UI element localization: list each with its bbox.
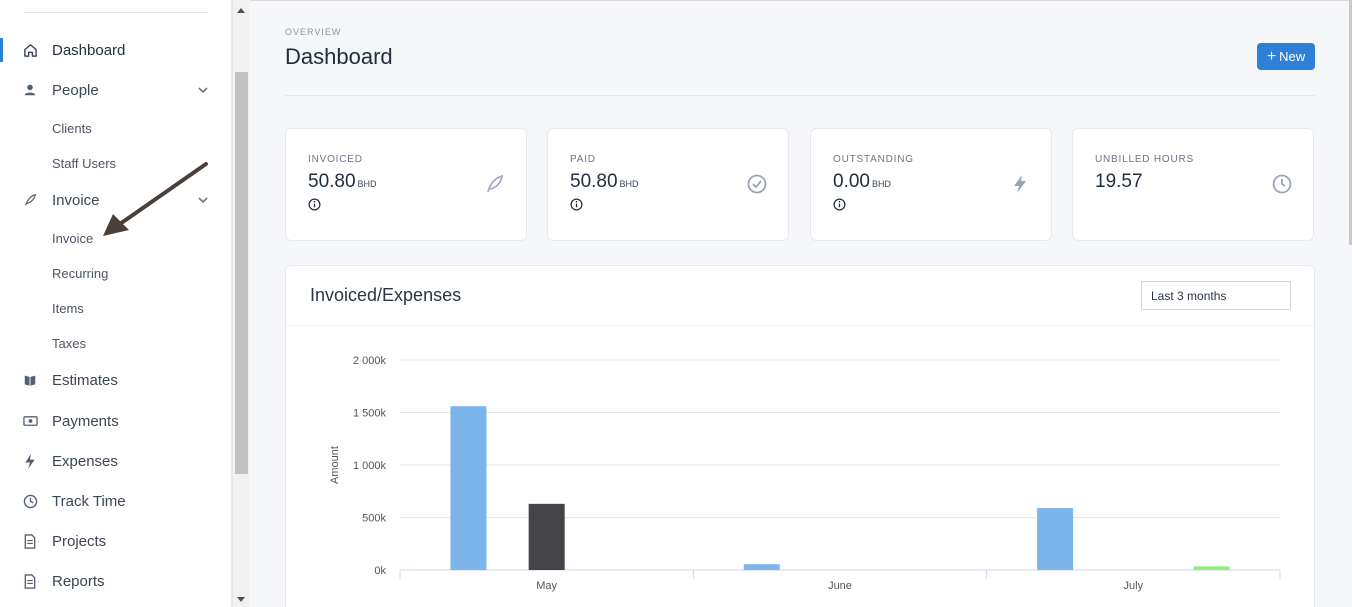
x-tick-label: July	[1124, 580, 1144, 592]
sidebar-item-track-time[interactable]: Track Time	[0, 485, 232, 517]
stat-amount: 50.80	[308, 171, 356, 192]
main-content: OVERVIEW Dashboard + New INVOICED 50.80 B…	[250, 0, 1352, 607]
sidebar-item-dashboard[interactable]: Dashboard	[0, 34, 232, 66]
y-tick-label: 0k	[374, 565, 386, 577]
sidebar-item-expenses[interactable]: Expenses	[0, 445, 232, 477]
sidebar-item-label: Estimates	[52, 371, 118, 389]
header-divider	[285, 95, 1315, 96]
chart-divider	[286, 325, 1314, 326]
period-select[interactable]: Last 3 months	[1141, 281, 1291, 310]
stat-card-invoiced[interactable]: INVOICED 50.80 BHD	[285, 128, 527, 241]
stat-amount: 0.00	[833, 171, 870, 192]
sidebar-item-label: Invoice	[52, 191, 100, 209]
x-tick-label: May	[536, 580, 557, 592]
sidebar: Dashboard People Clients Staff Users Inv…	[0, 0, 232, 607]
y-tick-label: 1 000k	[353, 460, 387, 472]
sidebar-subitem-clients[interactable]: Clients	[52, 121, 92, 136]
invoiced-expenses-panel: Invoiced/Expenses Last 3 months 0k 500k 1 …	[285, 265, 1315, 607]
bolt-icon	[1014, 175, 1026, 193]
stat-value: 0.00 BHD	[833, 171, 891, 193]
scroll-up-arrow-icon[interactable]	[237, 8, 245, 13]
info-icon[interactable]	[308, 198, 321, 211]
chart-bar	[1037, 508, 1074, 570]
sidebar-item-label: Reports	[52, 572, 105, 590]
new-button-label: New	[1279, 49, 1306, 64]
chart-bar	[743, 564, 780, 570]
sidebar-item-reports[interactable]: Reports	[0, 565, 232, 597]
sidebar-subitem-invoice[interactable]: Invoice	[52, 231, 94, 246]
x-tick-label: June	[828, 580, 852, 592]
sidebar-subitem-staff-users[interactable]: Staff Users	[52, 156, 117, 171]
plus-icon: +	[1266, 47, 1277, 65]
top-border	[250, 0, 1352, 1]
sidebar-divider	[24, 12, 208, 13]
money-icon	[22, 413, 38, 429]
chart-title: Invoiced/Expenses	[310, 285, 462, 305]
stat-card-paid[interactable]: PAID 50.80 BHD	[547, 128, 789, 241]
page-overline: OVERVIEW	[285, 27, 342, 37]
chevron-down-icon[interactable]	[196, 193, 210, 207]
info-icon[interactable]	[833, 198, 846, 211]
book-icon	[22, 372, 38, 388]
stat-card-outstanding[interactable]: OUTSTANDING 0.00 BHD	[810, 128, 1052, 241]
chart-bar	[450, 406, 487, 570]
bolt-icon	[22, 453, 38, 469]
sidebar-item-payments[interactable]: Payments	[0, 405, 232, 437]
y-tick-label: 2 000k	[353, 355, 387, 367]
info-icon[interactable]	[570, 198, 583, 211]
chart-bar	[528, 503, 565, 570]
stat-value: 50.80 BHD	[570, 171, 639, 193]
stat-label: UNBILLED HOURS	[1095, 154, 1194, 165]
sidebar-subitem-taxes[interactable]: Taxes	[52, 336, 86, 351]
sidebar-scrollbar[interactable]	[232, 0, 249, 607]
stat-label: INVOICED	[308, 154, 363, 165]
y-tick-label: 500k	[362, 513, 386, 525]
sidebar-item-label: Payments	[52, 412, 119, 430]
stat-amount: 19.57	[1095, 171, 1143, 192]
stat-label: OUTSTANDING	[833, 154, 914, 165]
y-axis-label: Amount	[329, 446, 341, 484]
sidebar-item-label: People	[52, 81, 99, 99]
stat-value: 50.80 BHD	[308, 171, 377, 193]
bar-chart: 0k 500k 1 000k 1 500k 2 000k Amount May June Jul…	[329, 355, 1281, 592]
stat-amount: 50.80	[570, 171, 618, 192]
scroll-down-arrow-icon[interactable]	[237, 597, 245, 602]
sidebar-item-label: Expenses	[52, 452, 118, 470]
sidebar-item-label: Projects	[52, 532, 107, 550]
page-title: Dashboard	[285, 44, 393, 69]
sidebar-item-label: Track Time	[52, 492, 126, 510]
chart-bar	[1193, 566, 1230, 570]
clock-icon	[1272, 174, 1292, 194]
document-icon	[22, 533, 38, 549]
check-circle-icon	[747, 174, 767, 194]
stat-unit: BHD	[871, 179, 891, 189]
stat-unit: BHD	[357, 179, 377, 189]
new-button[interactable]: + New	[1257, 43, 1315, 70]
home-icon	[22, 42, 38, 58]
stat-card-unbilled-hours[interactable]: UNBILLED HOURS 19.57	[1072, 128, 1314, 241]
stat-unit: BHD	[619, 179, 639, 189]
clock-icon	[22, 493, 38, 509]
page-scrollbar[interactable]	[1349, 0, 1352, 245]
scrollbar-thumb[interactable]	[235, 72, 248, 474]
document-icon	[22, 573, 38, 589]
feather-icon	[487, 174, 503, 193]
chevron-down-icon[interactable]	[196, 83, 210, 97]
sidebar-item-estimates[interactable]: Estimates	[0, 364, 232, 396]
sidebar-item-invoice[interactable]: Invoice	[0, 184, 232, 216]
sidebar-subitem-recurring[interactable]: Recurring	[52, 266, 109, 281]
feather-icon	[22, 192, 38, 208]
person-icon	[22, 82, 38, 98]
sidebar-subitem-items[interactable]: Items	[52, 301, 84, 316]
stat-label: PAID	[570, 154, 596, 165]
sidebar-item-label: Dashboard	[52, 41, 126, 59]
y-tick-label: 1 500k	[353, 408, 387, 420]
stat-value: 19.57	[1095, 171, 1143, 193]
annotation-arrow-icon	[103, 162, 208, 236]
sidebar-item-people[interactable]: People	[0, 74, 232, 106]
sidebar-item-projects[interactable]: Projects	[0, 525, 232, 557]
